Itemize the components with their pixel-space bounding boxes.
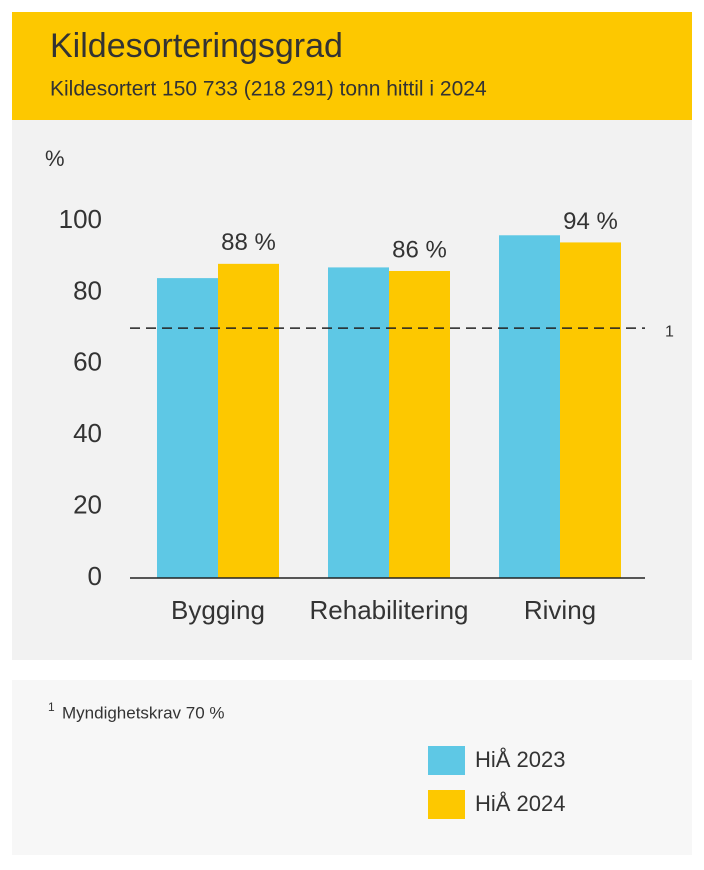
legend-label: HiÅ 2024 <box>475 791 566 816</box>
x-tick-label: Rehabilitering <box>310 595 469 625</box>
data-label: 86 % <box>392 236 447 263</box>
footnote-marker: 1 <box>48 700 55 714</box>
header-band <box>12 12 692 120</box>
reference-label: 1 <box>665 323 674 340</box>
bar <box>328 267 389 578</box>
y-tick-label: 40 <box>73 418 102 448</box>
bar <box>499 235 560 578</box>
bar <box>218 263 279 578</box>
y-tick-label: 80 <box>73 275 102 305</box>
y-tick-label: 20 <box>73 489 102 519</box>
y-tick-label: 100 <box>59 204 102 234</box>
y-tick-label: 60 <box>73 347 102 377</box>
chart-subtitle: Kildesortert 150 733 (218 291) tonn hitt… <box>50 78 487 101</box>
x-tick-label: Riving <box>524 595 596 625</box>
bar <box>157 278 218 578</box>
y-axis-label: % <box>45 146 65 171</box>
footnote: Myndighetskrav 70 % <box>62 703 225 722</box>
data-label: 94 % <box>563 208 618 235</box>
data-label: 88 % <box>221 229 276 256</box>
footer-area <box>12 680 692 855</box>
legend-label: HiÅ 2023 <box>475 747 566 772</box>
legend-swatch <box>428 746 465 775</box>
bar <box>389 270 450 578</box>
chart-title: Kildesorteringsgrad <box>50 27 343 65</box>
x-tick-label: Bygging <box>171 595 265 625</box>
bar <box>560 242 621 579</box>
y-tick-label: 0 <box>88 561 102 591</box>
legend-swatch <box>428 790 465 819</box>
